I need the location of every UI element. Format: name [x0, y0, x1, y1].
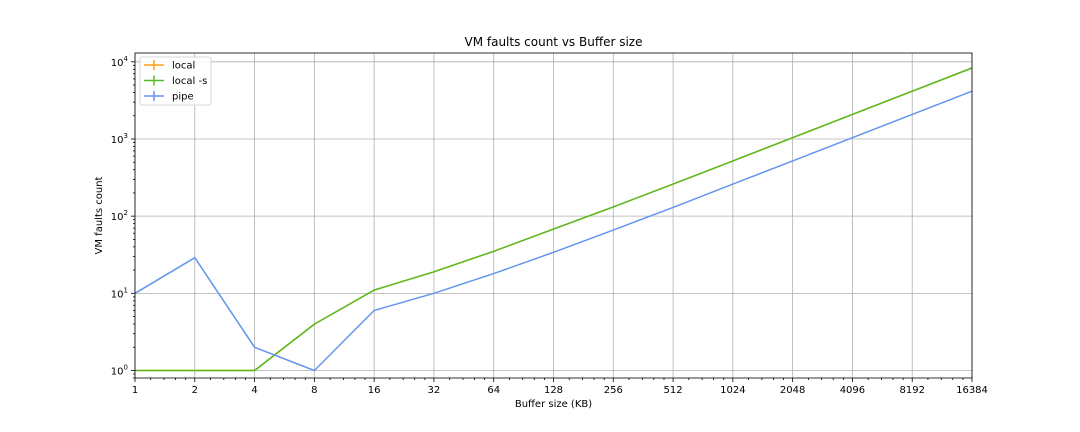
y-tick-label: 102 [111, 209, 128, 223]
x-tick-label: 8192 [899, 385, 924, 396]
legend-label: local -s [172, 76, 207, 87]
x-tick-label: 4096 [840, 385, 865, 396]
legend: local local -s pipe [139, 56, 212, 106]
x-tick-label: 4 [251, 385, 257, 396]
y-tick-label: 101 [111, 286, 128, 300]
x-tick-label: 64 [487, 385, 500, 396]
y-axis-label: VM faults count [94, 176, 105, 254]
x-tick-label: 8 [311, 385, 317, 396]
x-tick-label: 512 [664, 385, 683, 396]
x-axis: 1 2 4 8 16 32 64 128 256 512 1024 2048 4096 8192 16384 [132, 378, 988, 396]
series-line [134, 90, 973, 372]
x-tick-label: 16 [368, 385, 381, 396]
x-tick-label: 32 [428, 385, 441, 396]
x-axis-label: Buffer size (KB) [515, 399, 592, 410]
y-tick-label: 104 [111, 55, 129, 69]
x-tick-label: 2 [192, 385, 198, 396]
y-tick-label: 100 [111, 364, 128, 378]
legend-box [139, 56, 212, 106]
x-tick-label: 256 [604, 385, 623, 396]
chart-title: VM faults count vs Buffer size [464, 35, 642, 49]
x-tick-label: 128 [544, 385, 563, 396]
x-tick-label: 16384 [956, 385, 988, 396]
grid [134, 53, 973, 378]
x-tick-label: 1 [132, 385, 138, 396]
legend-label: local [172, 61, 195, 72]
series-lines [134, 67, 973, 372]
legend-label: pipe [172, 92, 194, 103]
x-tick-label: 2048 [780, 385, 805, 396]
y-axis: 100 101 102 103 104 [111, 55, 135, 379]
y-tick-label: 103 [111, 132, 128, 146]
x-tick-label: 1024 [720, 385, 745, 396]
